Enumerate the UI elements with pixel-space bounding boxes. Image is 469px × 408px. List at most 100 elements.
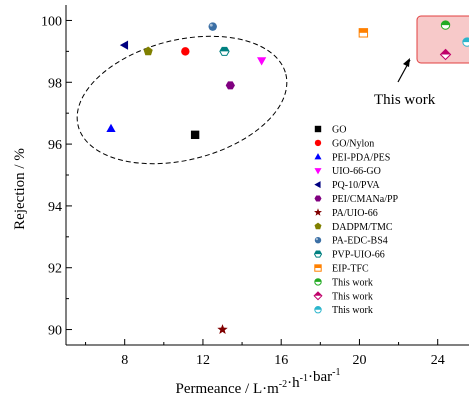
marker-sphere-highlight (315, 237, 318, 241)
x-axis-title-superscript: -1 (332, 367, 340, 378)
legend-label: This work (332, 305, 373, 316)
axes (65, 5, 469, 346)
data-point (190, 130, 200, 140)
x-axis-title-superscript: -2 (279, 379, 287, 390)
marker-star (217, 324, 228, 334)
x-tick-label: 16 (274, 353, 288, 368)
data-point (439, 48, 452, 61)
y-tick-label: 96 (48, 138, 62, 153)
marker-hexagon-fill (314, 251, 322, 255)
legend: GO GO/Nylon PEI-PDA/PES UIO-66-GO PQ-10/PVA P… (313, 125, 399, 316)
marker-sphere (314, 237, 322, 244)
y-tick-label: 100 (41, 14, 62, 29)
data-point (208, 22, 217, 31)
y-axis-title: Rejection / % (12, 148, 28, 230)
marker-circle (314, 139, 322, 147)
marker-hexagon (225, 81, 235, 90)
data-point (119, 40, 129, 50)
x-tick-label: 8 (121, 353, 128, 368)
marker-triangle-left (314, 181, 321, 189)
data-point (106, 123, 116, 132)
data-point (217, 324, 228, 334)
data-point (181, 47, 190, 56)
y-tick-label: 94 (48, 200, 62, 215)
marker-triangle-down (257, 57, 267, 66)
marker-square-fill (359, 28, 368, 33)
marker-circle-fill (462, 37, 469, 43)
data-point (462, 37, 469, 47)
x-axis-title: Permeance / L·m-2·h-1·bar-1 (176, 367, 341, 397)
legend-marker (313, 291, 323, 301)
x-axis-title-superscript: -1 (300, 373, 308, 384)
marker-square (190, 130, 200, 140)
legend-label: DADPM/TMC (332, 222, 393, 233)
y-tick-label: 92 (48, 262, 62, 277)
marker-triangle-up (314, 153, 322, 160)
data-point (257, 57, 267, 66)
marker-triangle-left (119, 40, 129, 50)
marker-triangle-down (314, 168, 322, 175)
data-point (219, 46, 230, 56)
legend-label: This work (332, 291, 373, 302)
legend-marker (314, 181, 321, 189)
highlight-rect (416, 15, 469, 64)
marker-circle-fill (314, 278, 322, 282)
legend-label: This work (332, 277, 373, 288)
marker-circle-fill (314, 306, 322, 310)
this-work-annotation: This work (374, 58, 436, 108)
marker-pentagon (314, 222, 322, 230)
x-axis-title-segment: Permeance / L·m (176, 381, 280, 397)
data-point (358, 28, 369, 38)
annotation-arrowhead (403, 58, 410, 67)
legend-marker (313, 250, 323, 258)
x-tick-label: 12 (196, 353, 210, 368)
y-tick-label: 90 (48, 324, 62, 339)
marker-sphere-highlight (209, 23, 213, 27)
legend-marker (314, 168, 322, 175)
legend-marker (314, 222, 322, 230)
data-point (440, 20, 451, 30)
y-tick-label: 98 (48, 76, 62, 91)
marker-pentagon (143, 46, 153, 56)
legend-marker (314, 306, 322, 314)
marker-hexagon (314, 195, 322, 202)
marker-circle (181, 47, 190, 56)
data-point (225, 81, 235, 90)
legend-label: GO (332, 125, 346, 136)
legend-marker (314, 208, 322, 216)
marker-diamond-fill (314, 291, 322, 296)
legend-marker (314, 237, 322, 244)
marker-hexagon-fill (219, 47, 230, 52)
legend-label: EIP-TFC (332, 264, 369, 275)
x-axis-title-segment: ·bar (308, 369, 332, 385)
legend-marker (314, 153, 322, 160)
marker-circle-fill (441, 20, 450, 26)
legend-marker (314, 195, 322, 202)
marker-diamond-fill (440, 49, 451, 55)
legend-label: PA-EDC-BS4 (332, 236, 388, 247)
legend-label: PEI-PDA/PES (332, 152, 390, 163)
data-point (143, 46, 153, 56)
marker-square-fill (314, 264, 322, 268)
x-tick-label: 24 (431, 353, 445, 368)
x-tick-label: 20 (352, 353, 366, 368)
literature-cluster-ellipse (76, 35, 288, 165)
tick-marks: 8 12 16 20 24 90 92 94 96 98 100 (41, 14, 445, 368)
legend-label: UIO-66-GO (332, 166, 381, 177)
legend-label: PQ-10/PVA (332, 180, 380, 191)
ellipse-outline (76, 35, 288, 165)
marker-sphere (208, 22, 217, 31)
marker-triangle-up (106, 123, 116, 132)
marker-star (314, 208, 322, 216)
legend-marker (314, 264, 322, 272)
legend-label: PVP-UIO-66 (332, 250, 385, 261)
this-work-highlight-box (416, 15, 469, 64)
legend-label: PEI/CMANa/PP (332, 194, 399, 205)
annotation-label: This work (374, 92, 436, 108)
legend-marker (314, 125, 322, 133)
legend-marker (314, 139, 322, 147)
legend-label: GO/Nylon (332, 138, 374, 149)
legend-marker (314, 278, 322, 286)
x-axis-title-segment: ·h (287, 375, 300, 391)
